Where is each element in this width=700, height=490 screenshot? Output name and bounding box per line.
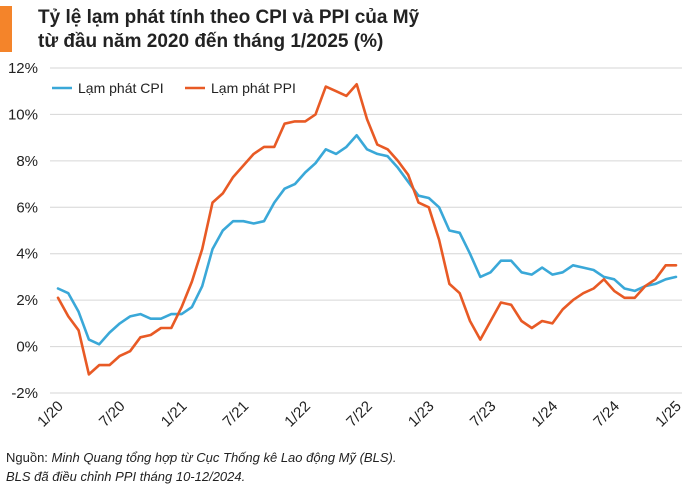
y-tick-label: 12% (8, 60, 38, 77)
y-tick-label: -2% (11, 385, 38, 402)
y-tick-label: 0% (16, 339, 38, 356)
x-tick-label: 1/21 (158, 398, 191, 431)
series-lines (56, 83, 678, 376)
y-tick-label: 8% (16, 153, 38, 170)
x-axis-tick-labels: 1/20 7/20 1/21 7/21 1/22 7/22 1/23 7/23 1/24 7/24… (34, 398, 685, 431)
x-tick-label: 7/22 (343, 398, 376, 431)
footnote-source-label: Nguồn: (6, 450, 52, 465)
x-tick-label: 7/23 (467, 398, 500, 431)
footnote-source: Nguồn: Minh Quang tổng hợp từ Cục Thống … (6, 448, 396, 467)
ppi-series-line (56, 83, 678, 376)
y-axis-tick-labels: -2% 0% 2% 4% 6% 8% 10% 12% (8, 60, 38, 402)
chart-title: Tỷ lệ lạm phát tính theo CPI và PPI của … (38, 6, 419, 54)
gridlines (50, 67, 682, 394)
x-tick-label: 1/20 (34, 398, 67, 431)
footnote: Nguồn: Minh Quang tổng hợp từ Cục Thống … (6, 448, 396, 486)
x-tick-label: 1/22 (281, 398, 314, 431)
footnote-note: BLS đã điều chỉnh PPI tháng 10-12/2024. (6, 469, 246, 484)
x-tick-label: 7/21 (220, 398, 253, 431)
chart-title-line-2: từ đầu năm 2020 đến tháng 1/2025 (%) (38, 31, 384, 52)
footnote-source-text: Minh Quang tổng hợp từ Cục Thống kê Lao … (51, 450, 397, 465)
y-tick-label: 2% (16, 292, 38, 309)
line-chart: -2% 0% 2% 4% 6% 8% 10% 12% 1/20 7/20 1/21 7/21 1/22… (8, 60, 685, 431)
y-tick-label: 10% (8, 106, 38, 123)
y-tick-label: 4% (16, 246, 38, 263)
x-tick-label: 7/20 (96, 398, 129, 431)
legend-cpi-label: Lạm phát CPI (78, 80, 164, 96)
chart-title-line-1: Tỷ lệ lạm phát tính theo CPI và PPI của … (38, 7, 420, 28)
title-accent-bar (0, 6, 12, 52)
x-tick-label: 1/24 (529, 398, 562, 431)
legend: Lạm phát CPI Lạm phát PPI (52, 80, 296, 96)
x-tick-label: 1/25 (652, 398, 685, 431)
y-tick-label: 6% (16, 199, 38, 216)
legend-ppi-label: Lạm phát PPI (211, 80, 296, 96)
cpi-series-line (56, 134, 678, 346)
x-tick-label: 1/23 (405, 398, 438, 431)
x-tick-label: 7/24 (590, 398, 623, 431)
